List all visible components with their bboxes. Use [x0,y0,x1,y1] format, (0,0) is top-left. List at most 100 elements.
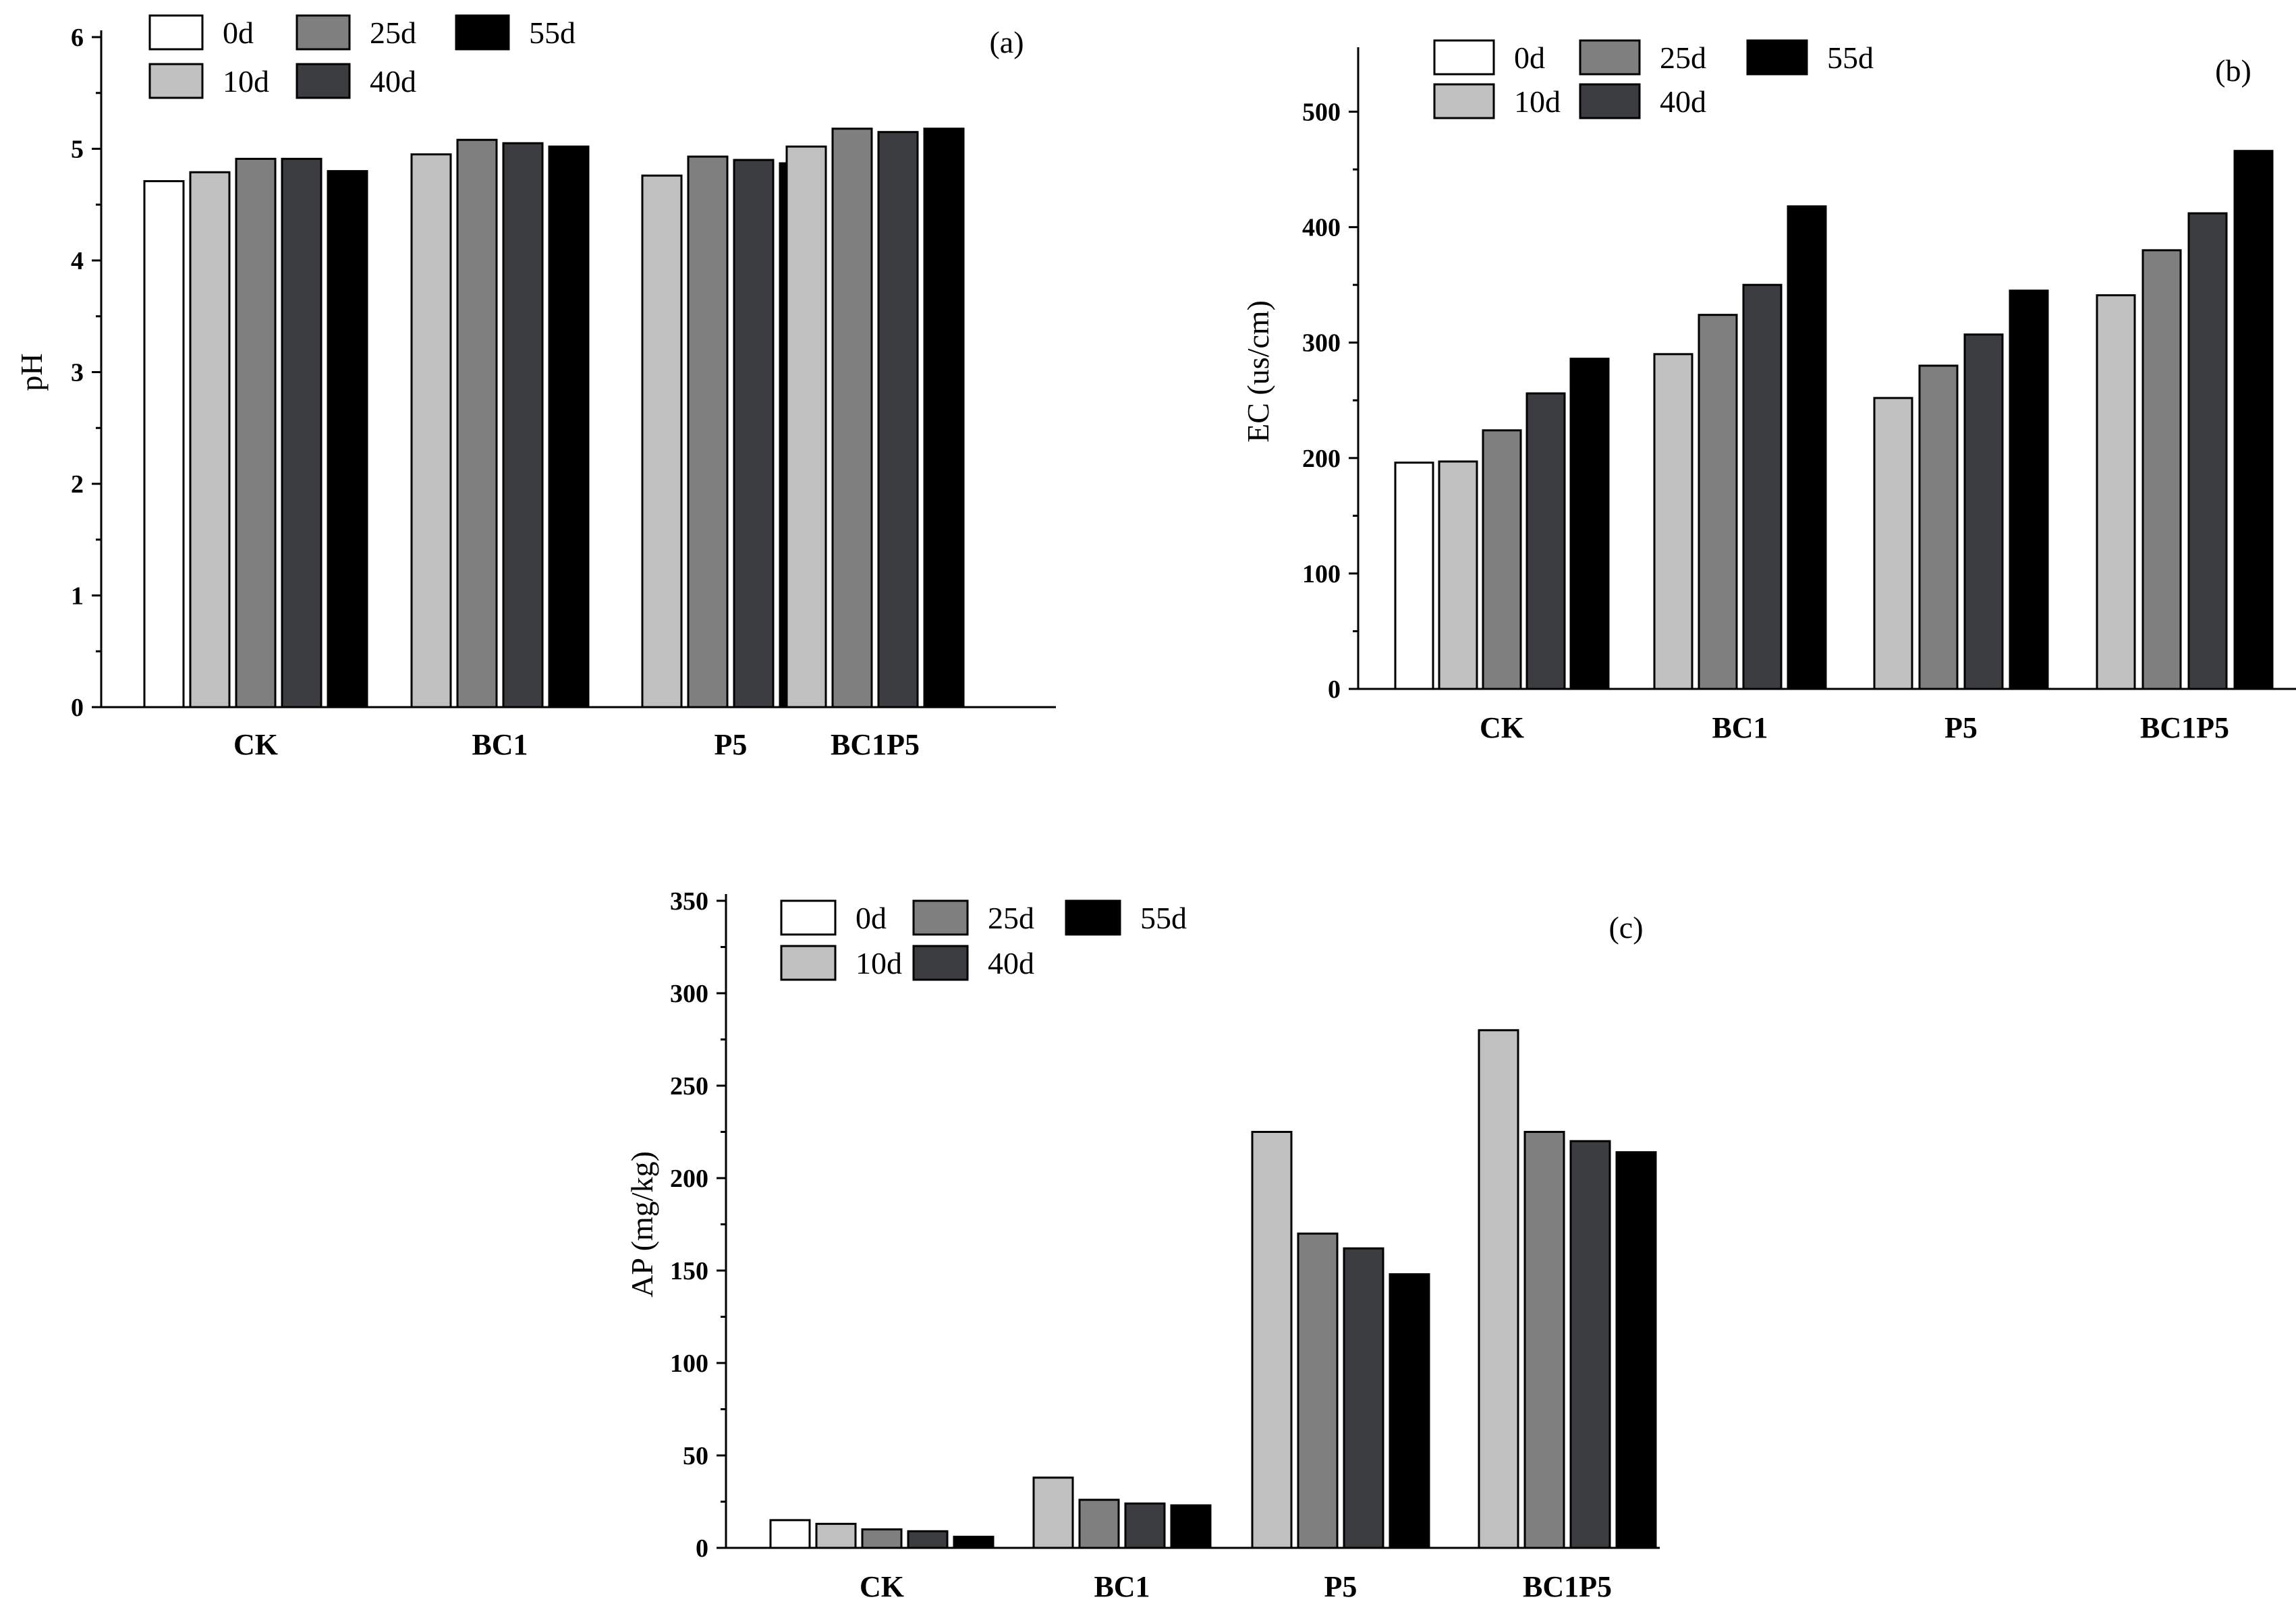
bar-bc1p5-55d [923,128,965,708]
bar-bc1-25d [456,138,498,708]
legend-label-10d: 10d [856,946,902,980]
bar-ck-0d [1394,462,1434,690]
bar-bc1p5-55d [2233,150,2274,690]
x-category-label-bc1: BC1 [1094,1570,1150,1603]
y-tick-label: 6 [71,24,84,52]
bar-bc1p5-10d [2096,294,2136,690]
bar-bc1-40d [1124,1502,1166,1549]
bar-bc1p5-40d [877,131,919,708]
bar-p5-10d [641,174,683,708]
y-tick-label: 200 [1302,445,1341,473]
x-category-label-ck: CK [860,1570,904,1603]
y-tick-label: 100 [670,1349,708,1378]
legend-label-55d: 55d [529,16,576,50]
legend-label-0d: 0d [856,901,887,935]
y-tick-label: 400 [1302,214,1341,242]
bar-p5-25d [687,155,729,708]
bar-bc1p5-40d [2187,212,2228,690]
bar-bc1p5-25d [831,128,873,708]
bar-bc1-10d [1653,353,1693,690]
x-category-label-p5: P5 [1324,1570,1357,1603]
legend-swatch-25d [296,14,351,51]
y-tick-label: 4 [71,247,84,275]
bar-bc1p5-55d [1615,1151,1657,1549]
bar-p5-40d [1963,333,2004,690]
x-category-label-p5: P5 [1944,711,1978,744]
bar-bc1p5-10d [785,145,827,708]
bar-bc1p5-10d [1478,1029,1519,1549]
legend-swatch-10d [780,945,837,981]
y-tick-label: 2 [71,470,84,499]
y-tick-label: 0 [696,1534,708,1563]
bar-ck-25d [1482,429,1522,690]
legend-label-55d: 55d [1140,901,1187,935]
y-tick-label: 0 [1328,675,1341,704]
legend-swatch-40d [1579,83,1641,119]
bar-bc1-25d [1698,314,1738,690]
bar-bc1-55d [1787,205,1827,690]
bar-bc1-10d [410,153,452,708]
legend-swatch-40d [296,63,351,99]
x-category-label-ck: CK [1480,711,1524,744]
legend-label-0d: 0d [223,16,254,50]
bar-bc1-25d [1078,1499,1120,1549]
bar-p5-55d [1389,1273,1430,1549]
panel-label: (c) [1608,910,1643,945]
legend-label-0d: 0d [1514,40,1545,75]
legend-swatch-55d [455,14,510,51]
bar-p5-10d [1873,397,1913,690]
legend: 0d 10d 25d 40d 55d [1433,39,1874,119]
x-category-label-bc1p5: BC1P5 [2140,711,2229,744]
legend-swatch-0d [780,899,837,936]
legend-label-25d: 25d [370,16,416,50]
bar-ck-40d [281,157,323,708]
bar-ck-40d [1525,392,1566,690]
legend-label-10d: 10d [223,64,269,99]
bar-ck-55d [1569,358,1610,690]
bar-p5-25d [1918,364,1959,690]
bar-bc1p5-40d [1569,1140,1611,1549]
bar-ck-10d [815,1522,857,1549]
bar-p5-40d [1343,1247,1384,1549]
bar-ck-0d [143,179,185,708]
legend-swatch-55d [1746,39,1808,76]
y-axis-title: pH [14,353,49,391]
bar-bc1p5-25d [1523,1131,1565,1549]
panel-label: (a) [989,25,1024,59]
legend: 0d 10d 25d 40d 55d [148,14,576,99]
bar-ck-55d [953,1536,995,1549]
bar-ck-10d [1438,460,1478,690]
y-tick-label: 50 [683,1442,708,1470]
legend-label-55d: 55d [1827,40,1874,75]
bar-bc1-55d [548,145,590,708]
legend-swatch-0d [1433,39,1495,76]
legend-swatch-10d [1433,83,1495,119]
legend-swatch-55d [1065,899,1121,936]
bar-ck-25d [861,1528,903,1549]
y-tick-label: 3 [71,359,84,387]
y-tick-label: 1 [71,582,84,611]
legend-swatch-0d [148,14,204,51]
y-tick-label: 200 [670,1165,708,1193]
bar-bc1p5-25d [2141,249,2182,690]
y-tick-label: 150 [670,1257,708,1285]
panel-label: (b) [2215,53,2251,88]
y-tick-label: 5 [71,136,84,164]
bar-ck-40d [907,1530,949,1549]
legend-label-40d: 40d [988,946,1034,980]
bar-p5-10d [1251,1131,1293,1549]
legend-label-10d: 10d [1514,84,1561,119]
legend-label-25d: 25d [988,901,1034,935]
bar-bc1-40d [1742,283,1783,690]
legend-label-40d: 40d [370,64,416,99]
bar-ck-25d [235,157,277,708]
x-category-label-ck: CK [233,728,278,761]
bar-bc1-40d [502,142,544,708]
bar-p5-55d [2009,289,2049,690]
legend-swatch-25d [1579,39,1641,76]
y-tick-label: 250 [670,1072,708,1101]
